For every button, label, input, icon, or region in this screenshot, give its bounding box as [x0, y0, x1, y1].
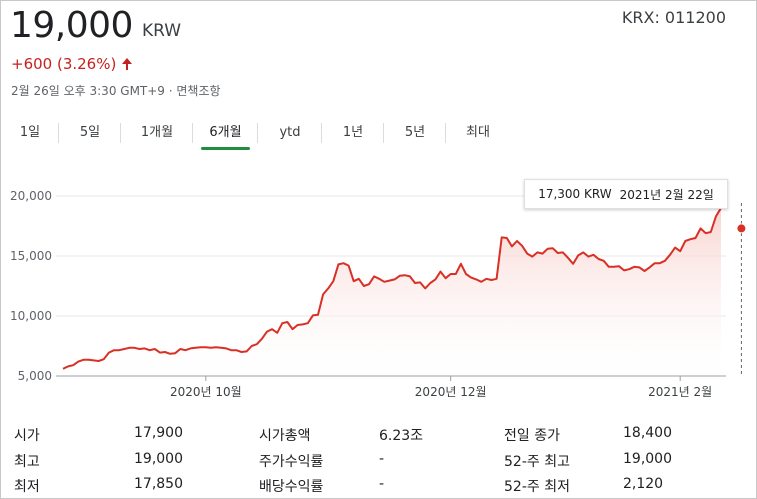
range-tabs: 1일 5일 1개월 6개월 ytd 1년 5년 최대	[1, 119, 757, 151]
x-tick-label: 2020년 12월	[415, 385, 487, 399]
chart-tooltip: 17,300 KRW 2021년 2월 22일	[524, 179, 728, 209]
stat-row: 최고 19,000 주가수익률 - 52-주 최고 19,000	[1, 451, 757, 477]
tab-ytd[interactable]: ytd	[258, 119, 322, 151]
tab-1d[interactable]: 1일	[1, 119, 59, 151]
tab-5y[interactable]: 5년	[384, 119, 446, 151]
price-chart[interactable]: 20,000 15,000 10,000 5,000 2020년 10월 2020년 12…	[1, 171, 757, 401]
stat-label: 전일 종가	[504, 428, 560, 444]
stat-label: 배당수익률	[259, 479, 324, 495]
tooltip-value: 17,300 KRW	[538, 187, 612, 201]
stat-value: -	[379, 451, 385, 467]
stat-value: 19,000	[623, 451, 672, 467]
tab-6m[interactable]: 6개월	[193, 119, 258, 151]
y-tick-label: 20,000	[10, 189, 52, 203]
y-tick-label: 5,000	[18, 369, 52, 383]
tab-5d[interactable]: 5일	[59, 119, 121, 151]
price-change: +600 (3.26%)	[11, 55, 133, 73]
y-tick-label: 15,000	[10, 249, 52, 263]
x-tick-label: 2021년 2월	[648, 385, 712, 399]
stat-label: 주가수익률	[259, 454, 324, 470]
tab-1y[interactable]: 1년	[322, 119, 384, 151]
arrow-up-icon	[122, 58, 133, 70]
stat-value: 18,400	[623, 425, 672, 441]
stat-label: 시가	[14, 428, 40, 444]
current-price: 19,000	[10, 5, 133, 46]
active-tab-indicator	[201, 147, 250, 150]
quote-timestamp[interactable]: 2월 26일 오후 3:30 GMT+9 · 면책조항	[11, 84, 221, 98]
stat-label: 52-주 최저	[504, 479, 570, 495]
currency-label: KRW	[142, 21, 182, 41]
stat-row: 최저 17,850 배당수익률 - 52-주 최저 2,120	[1, 476, 757, 499]
stat-value: 19,000	[134, 451, 183, 467]
stat-label: 최저	[14, 479, 40, 495]
stat-label: 최고	[14, 454, 40, 470]
price-line	[62, 207, 722, 370]
tooltip-date: 2021년 2월 22일	[619, 187, 714, 202]
stat-value: 17,850	[134, 476, 183, 492]
price-change-text: +600 (3.26%)	[11, 55, 117, 73]
stat-row: 시가 17,900 시가총액 6.23조 전일 종가 18,400	[1, 425, 757, 451]
stat-value: 2,120	[623, 476, 664, 492]
stat-value: 17,900	[134, 425, 183, 441]
ticker-symbol: KRX: 011200	[621, 8, 726, 27]
stat-value: 6.23조	[379, 428, 424, 444]
stat-value: -	[379, 476, 385, 492]
stat-label: 시가총액	[259, 428, 311, 444]
price-area-fill	[63, 208, 721, 376]
tab-max[interactable]: 최대	[466, 125, 490, 140]
y-tick-label: 10,000	[10, 309, 52, 323]
hover-point	[736, 223, 747, 234]
tab-1m[interactable]: 1개월	[121, 119, 193, 151]
x-tick-label: 2020년 10월	[170, 385, 242, 399]
stat-label: 52-주 최고	[504, 454, 570, 470]
